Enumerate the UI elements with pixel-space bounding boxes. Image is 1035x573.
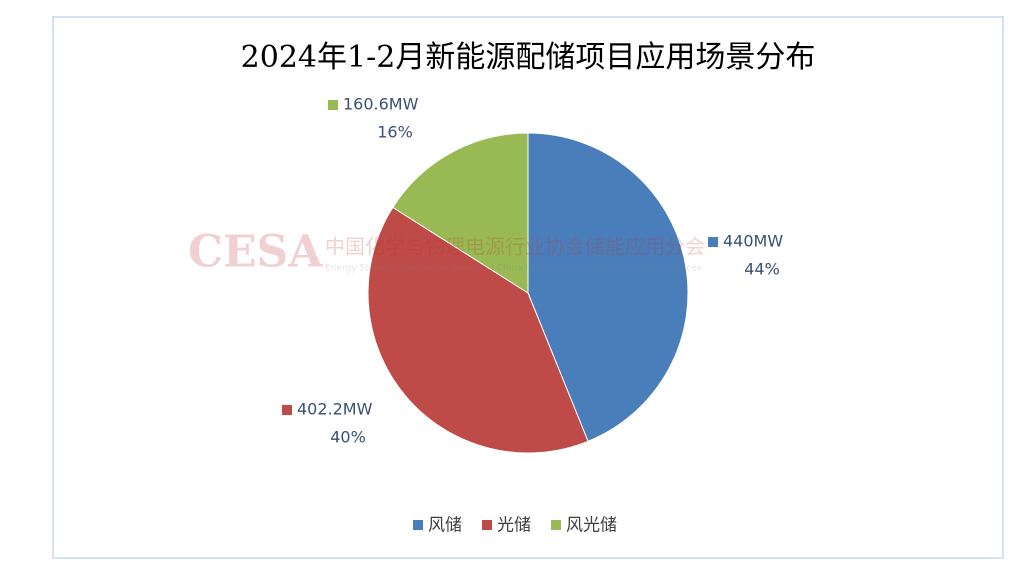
value-label: 440MW — [723, 232, 783, 251]
watermark-logo: CESA — [188, 227, 323, 278]
pie-slice — [392, 132, 529, 294]
label-key — [328, 100, 338, 110]
label-key — [708, 237, 718, 247]
legend-label: 风储 — [428, 516, 462, 536]
legend-label: 光储 — [497, 516, 531, 536]
chart-title: 2024年1-2月新能源配储项目应用场景分布 — [241, 40, 816, 75]
legend-key — [551, 520, 561, 530]
percent-label: 16% — [377, 123, 413, 142]
watermark-subtitle: Energy Storage Application Branch of Chi… — [325, 264, 702, 274]
percent-label: 44% — [744, 260, 780, 279]
pie: 440MW 44% 402.2MW 40% 160.6MW 16% — [282, 95, 783, 454]
watermark: CESA 中国化学与物理电源行业协会储能应用分会 Energy Storage … — [188, 227, 705, 278]
pie-slice — [367, 206, 589, 454]
legend-key — [413, 520, 423, 530]
legend: 风储 光储 风光储 — [413, 516, 617, 536]
value-label: 402.2MW — [297, 400, 373, 419]
percent-label: 40% — [330, 428, 366, 447]
pie-slice — [527, 132, 689, 442]
legend-label: 风光储 — [566, 516, 617, 536]
label-key — [282, 405, 292, 415]
value-label: 160.6MW — [343, 95, 419, 114]
legend-key — [482, 520, 492, 530]
watermark-name: 中国化学与物理电源行业协会储能应用分会 — [325, 235, 705, 259]
